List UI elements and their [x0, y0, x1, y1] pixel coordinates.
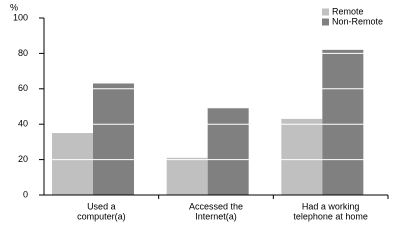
y-tick-label: 100 — [13, 12, 28, 22]
y-tick-label: 0 — [23, 189, 28, 199]
x-tick-label: telephone at home — [293, 211, 368, 221]
bar — [322, 49, 364, 195]
y-tick-label: 80 — [18, 48, 28, 58]
legend-swatch — [322, 8, 329, 16]
x-tick-label: Had a working — [302, 201, 360, 211]
x-tick-label: Used a — [87, 201, 116, 211]
x-tick-label: Internet(a) — [195, 211, 237, 221]
legend-label: Non-Remote — [332, 16, 383, 26]
legend-swatch — [322, 18, 329, 26]
bar — [52, 133, 93, 195]
legend-label: Remote — [332, 6, 364, 16]
y-tick-label: 20 — [18, 154, 28, 164]
y-tick-label: 60 — [18, 83, 28, 93]
y-axis-label: % — [10, 2, 18, 12]
page: {"chart_data": {"type": "bar", "y_label"… — [10, 2, 389, 222]
y-tick-label: 40 — [18, 119, 28, 129]
bar — [281, 118, 323, 195]
x-tick-label: Accessed the — [189, 201, 243, 211]
x-tick-label: computer(a) — [77, 211, 126, 221]
bar — [166, 157, 208, 195]
bar — [93, 83, 134, 195]
bar — [207, 108, 249, 195]
